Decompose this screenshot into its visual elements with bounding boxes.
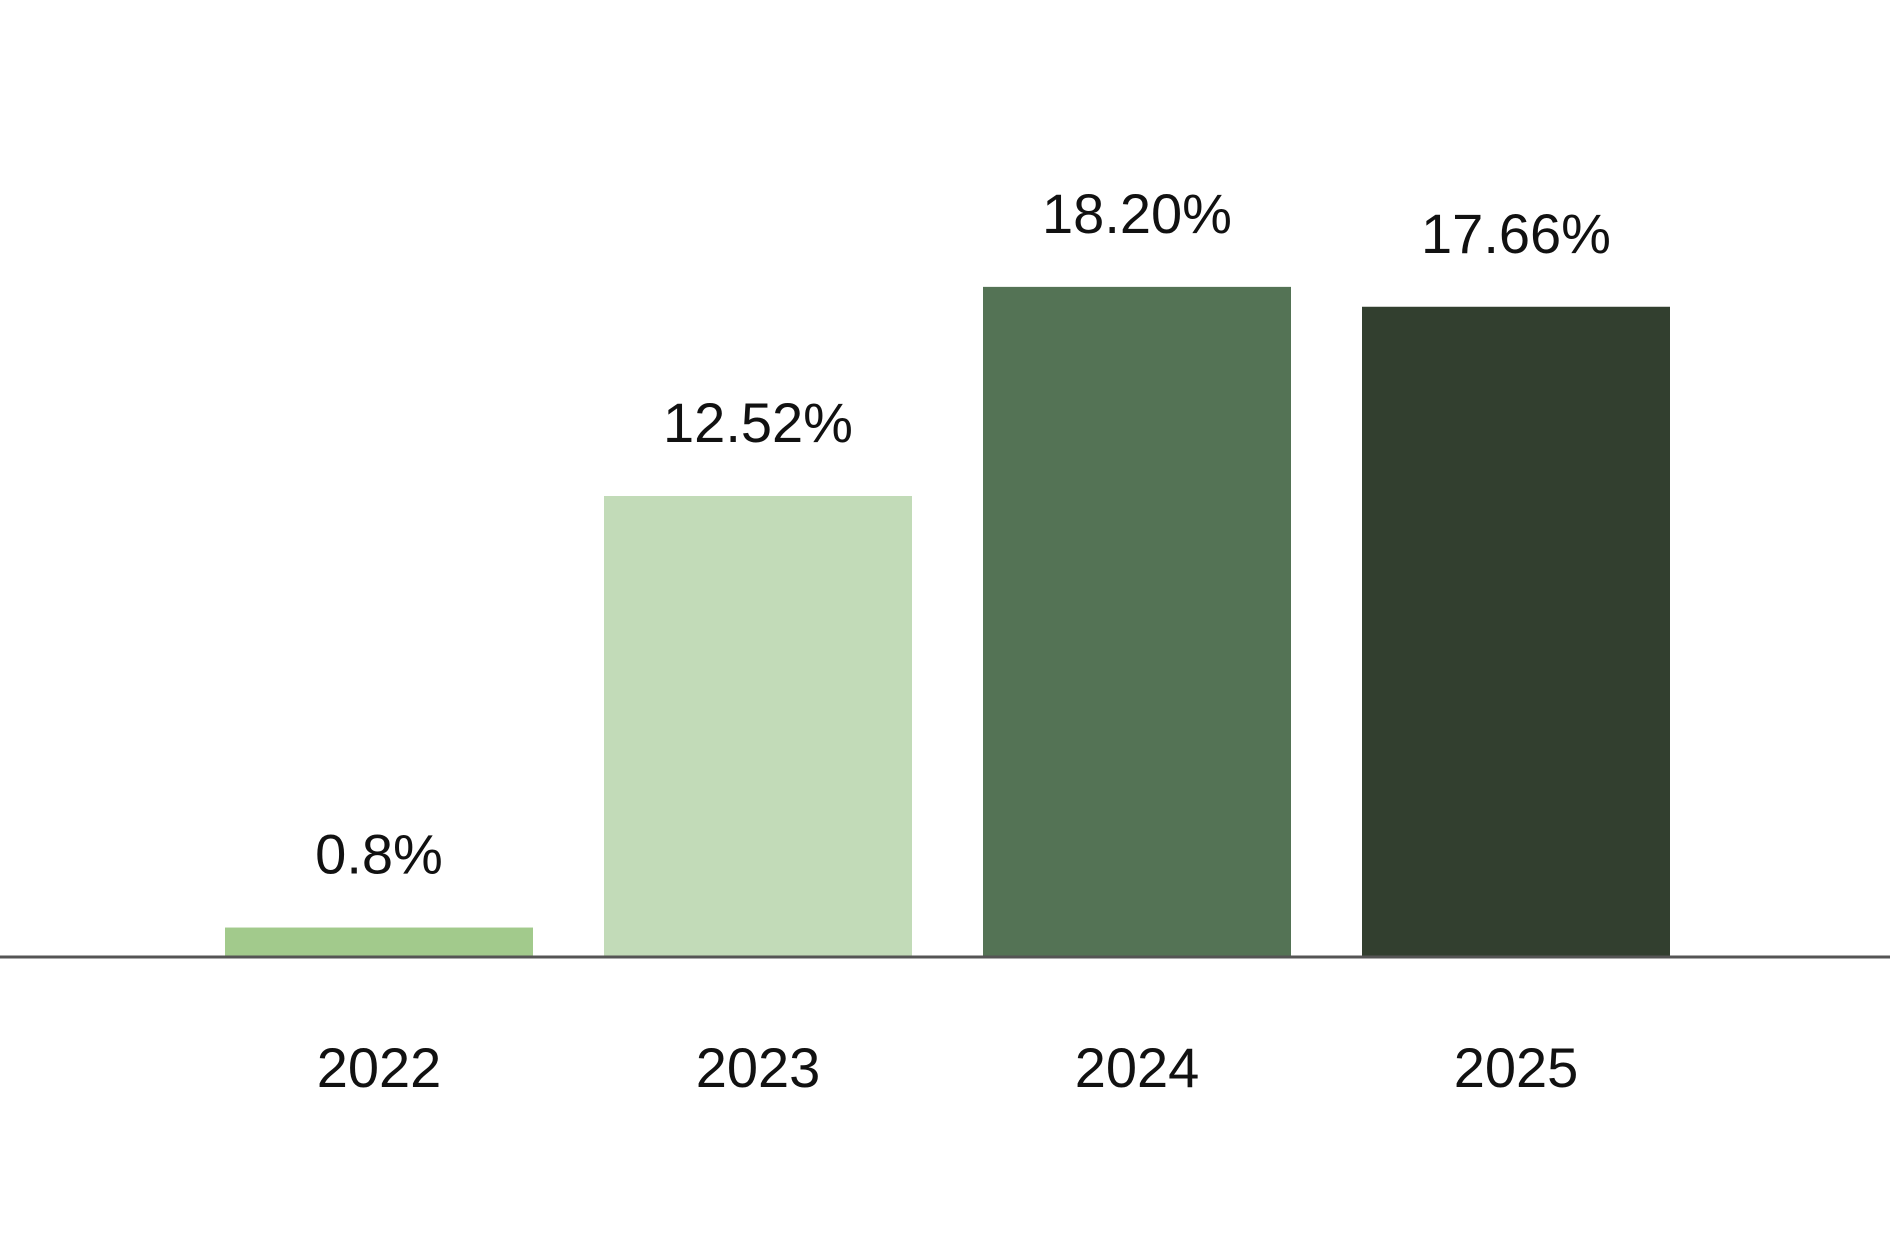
value-label-2025: 17.66% [1421,202,1611,265]
bar-2024 [983,286,1291,958]
value-labels-group: 0.8% 12.52% 18.20% 17.66% [315,182,1611,886]
bars-group [225,286,1670,958]
value-label-2022: 0.8% [315,823,443,886]
x-tick-label-2022: 2022 [317,1036,442,1099]
value-label-2023: 12.52% [663,391,853,454]
bar-2023 [604,496,912,957]
x-tick-labels-group: 2022 2023 2024 2025 [317,1036,1579,1099]
bar-2025 [1362,306,1670,957]
bar-2022 [225,927,533,957]
x-tick-label-2023: 2023 [696,1036,821,1099]
value-label-2024: 18.20% [1042,182,1232,245]
x-tick-label-2025: 2025 [1454,1036,1579,1099]
x-tick-label-2024: 2024 [1075,1036,1200,1099]
